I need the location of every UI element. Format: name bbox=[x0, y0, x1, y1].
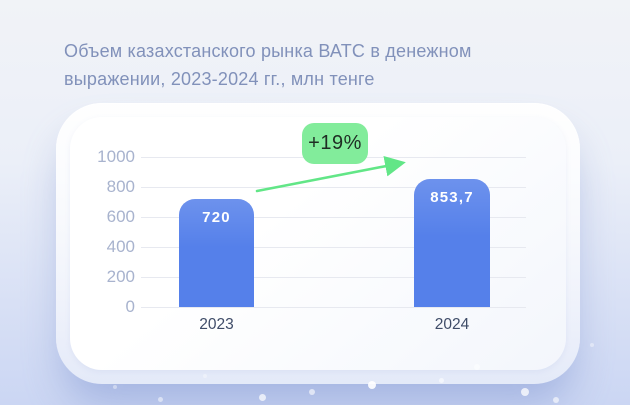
decorative-dot bbox=[553, 397, 559, 403]
gridline bbox=[141, 217, 526, 218]
chart-card: 0 200 400 600 800 1000 720 853,7 +19% bbox=[70, 117, 566, 370]
ytick-label: 1000 bbox=[97, 147, 135, 166]
decorative-dot bbox=[158, 397, 163, 402]
decorative-dot bbox=[474, 364, 480, 370]
ytick-label: 800 bbox=[106, 177, 135, 196]
decorative-dot bbox=[309, 389, 315, 395]
ytick-label: 0 bbox=[125, 297, 135, 316]
gridline bbox=[141, 307, 526, 308]
gridline bbox=[141, 247, 526, 248]
bar-2024: 853,7 bbox=[414, 179, 490, 307]
page-title: Объем казахстанского рынка ВАТС в денежн… bbox=[64, 41, 472, 90]
xtick-label-2024: 2024 bbox=[434, 316, 470, 333]
decorative-dot bbox=[439, 378, 444, 383]
decorative-dot bbox=[259, 394, 266, 401]
decorative-dot bbox=[113, 385, 117, 389]
decorative-dot bbox=[590, 343, 594, 347]
growth-badge: +19% bbox=[302, 123, 368, 164]
bar-value-label: 720 bbox=[202, 209, 231, 226]
decorative-dot bbox=[203, 374, 207, 378]
bar-value-label: 853,7 bbox=[430, 189, 474, 206]
gridline bbox=[141, 277, 526, 278]
ytick-label: 200 bbox=[106, 267, 135, 286]
decorative-dot bbox=[90, 350, 94, 354]
ytick-label: 600 bbox=[106, 207, 135, 226]
ytick-label: 400 bbox=[106, 237, 135, 256]
bar-chart: 0 200 400 600 800 1000 720 853,7 +19% bbox=[70, 117, 566, 370]
bar-2023: 720 bbox=[179, 199, 254, 307]
decorative-dot bbox=[368, 381, 376, 389]
xtick-label-2023: 2023 bbox=[199, 316, 234, 333]
decorative-dot bbox=[521, 388, 529, 396]
chart-card-glow: 0 200 400 600 800 1000 720 853,7 +19% bbox=[56, 103, 580, 384]
